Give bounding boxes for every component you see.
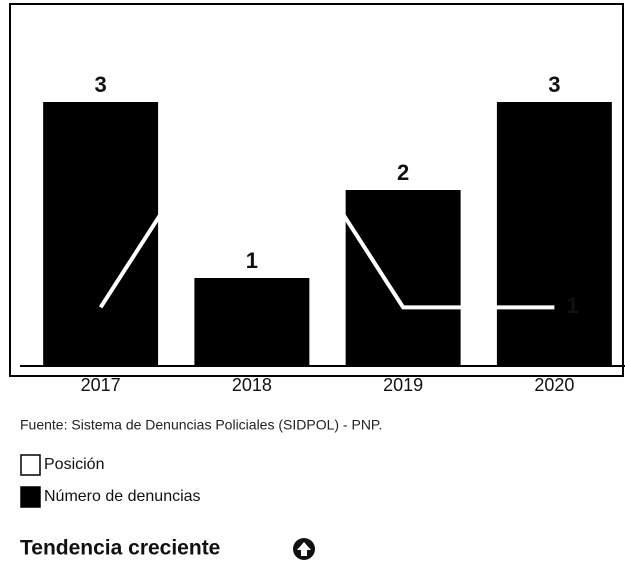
trend-icon [293,538,315,560]
bar [345,190,461,366]
bar [496,102,612,366]
line [98,68,555,310]
bar-value-label: 2 [397,160,409,185]
legend-swatch [20,486,41,508]
x-tick-label: 2019 [383,375,423,395]
x-tick-label: 2018 [232,375,272,395]
trend-label: Tendencia creciente [20,537,220,560]
x-tick-label: 2020 [534,375,574,395]
legend-swatch [20,454,41,476]
legend-label: Número de denuncias [44,488,201,505]
frame [9,3,624,377]
bar-value-label: 3 [548,72,560,97]
x-tick-label: 2017 [81,375,121,395]
line-value-label: 1 [566,293,578,318]
legend-label: Posición [44,456,104,473]
bar [43,102,159,366]
bar [194,278,310,366]
source: Fuente: Sistema de Denuncias Policiales … [20,417,382,433]
bar-value-label: 1 [246,248,258,273]
bar-value-label: 3 [95,72,107,97]
